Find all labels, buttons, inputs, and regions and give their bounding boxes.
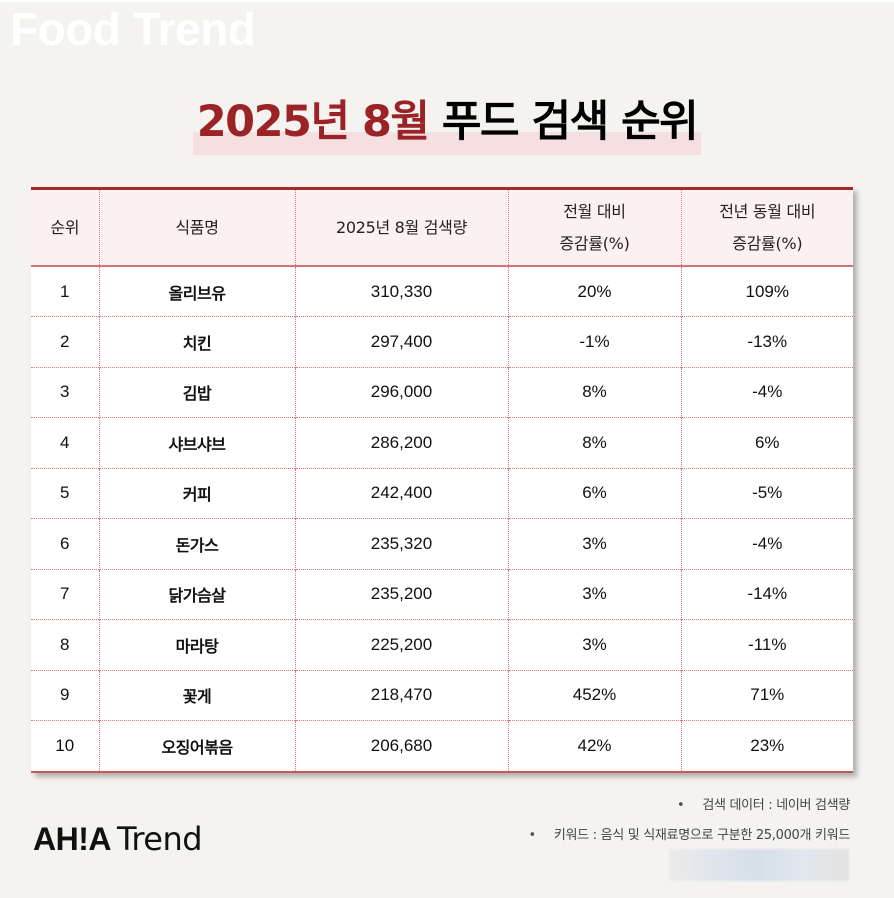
header-search-volume-label: 2025년 8월 검색량 (335, 217, 468, 237)
cell-yoy-change: 23% (680, 720, 853, 771)
cell-rank: 10 (55, 736, 75, 755)
cell-mom-change: 3% (507, 518, 681, 569)
table-header-row: 순위 식품명 2025년 8월 검색량 전월 대비 증감률(%) 전년 동월 대… (31, 190, 853, 266)
cell-rank: 3 (60, 382, 70, 402)
cell-food-name: 커피 (98, 468, 295, 519)
bullet-icon: • (528, 828, 536, 843)
cell-food-name: 돈가스 (98, 518, 295, 569)
top-strip (0, 0, 894, 2)
header-mom-change: 전월 대비 증감률(%) (507, 190, 681, 266)
table-row: 8 마라탕 225,200 3% -11% (31, 619, 853, 670)
title-subject: 푸드 검색 순위 (428, 97, 699, 147)
cell-search-volume: 286,200 (294, 417, 508, 468)
ranking-table-card: 순위 식품명 2025년 8월 검색량 전월 대비 증감률(%) 전년 동월 대… (31, 187, 853, 773)
cell-mom-change: 8% (507, 417, 681, 468)
brand-logo: AH!A Trend (33, 820, 203, 858)
cell-rank: 1 (60, 281, 70, 301)
table-row: 5 커피 242,400 6% -5% (31, 468, 853, 519)
note-keywords: • 키워드 : 음식 및 식재료명으로 구분한 25,000개 키워드 (528, 825, 850, 855)
header-food-name-label: 식품명 (175, 217, 219, 237)
cell-food-name: 마라탕 (98, 619, 295, 670)
blurred-region (669, 849, 849, 881)
header-yoy-line2: 증감률(%) (732, 233, 803, 253)
cell-search-volume: 235,200 (294, 569, 508, 620)
cell-rank: 2 (60, 331, 70, 351)
header-search-volume: 2025년 8월 검색량 (294, 190, 508, 266)
header-mom-line2: 증감률(%) (559, 233, 630, 253)
table-row: 1 올리브유 310,330 20% 109% (31, 266, 853, 317)
cell-rank: 4 (60, 432, 70, 452)
cell-yoy-change: -13% (680, 316, 853, 367)
note-text: 키워드 : 음식 및 식재료명으로 구분한 25,000개 키워드 (553, 828, 850, 843)
table-row: 2 치킨 297,400 -1% -13% (31, 316, 853, 367)
cell-yoy-change: -4% (680, 367, 853, 418)
cell-rank: 7 (60, 584, 70, 604)
note-search-data: • 검색 데이터 : 네이버 검색량 (528, 795, 850, 825)
cell-search-volume: 310,330 (294, 266, 508, 317)
logo-wordmark: Trend (116, 820, 203, 858)
cell-search-volume: 235,320 (294, 518, 508, 569)
cell-yoy-change: -4% (680, 518, 853, 569)
cell-rank: 6 (60, 533, 70, 553)
cell-search-volume: 242,400 (294, 468, 508, 519)
header-mom-line1: 전월 대비 (563, 201, 626, 221)
watermark-text: Food Trend (10, 3, 256, 55)
cell-mom-change: 3% (507, 619, 681, 670)
title-container: 2025년 8월 푸드 검색 순위 (0, 92, 894, 155)
bullet-icon: • (676, 798, 685, 813)
note-text: 검색 데이터 : 네이버 검색량 (702, 798, 850, 813)
table-row: 7 닭가슴살 235,200 3% -14% (31, 569, 853, 620)
logo-mark: AH!A (33, 821, 111, 857)
cell-search-volume: 218,470 (294, 670, 508, 721)
cell-food-name: 치킨 (98, 316, 295, 367)
cell-food-name: 올리브유 (98, 266, 295, 317)
cell-food-name: 김밥 (98, 367, 295, 418)
header-rank: 순위 (31, 190, 99, 266)
source-notes: • 검색 데이터 : 네이버 검색량 • 키워드 : 음식 및 식재료명으로 구분한… (528, 795, 850, 855)
cell-rank: 5 (60, 483, 70, 503)
page-title: 2025년 8월 푸드 검색 순위 (192, 92, 702, 155)
cell-food-name: 오징어볶음 (98, 720, 295, 771)
cell-mom-change: 8% (507, 367, 681, 418)
cell-food-name: 샤브샤브 (98, 417, 295, 468)
table-row: 6 돈가스 235,320 3% -4% (31, 518, 853, 569)
cell-yoy-change: -14% (680, 569, 853, 620)
cell-mom-change: 3% (507, 569, 681, 620)
title-highlight-bar (192, 132, 702, 155)
cell-search-volume: 225,200 (294, 619, 508, 670)
cell-mom-change: 42% (507, 720, 681, 771)
cell-yoy-change: 109% (680, 266, 853, 317)
table-row: 3 김밥 296,000 8% -4% (31, 367, 853, 418)
cell-mom-change: 452% (507, 670, 681, 721)
cell-food-name: 닭가슴살 (98, 569, 295, 620)
cell-food-name: 꽃게 (98, 670, 295, 721)
cell-search-volume: 206,680 (294, 720, 508, 771)
cell-mom-change: 20% (507, 266, 681, 317)
table-row: 9 꽃게 218,470 452% 71% (31, 670, 853, 721)
table-row: 4 샤브샤브 286,200 8% 6% (31, 417, 853, 468)
header-yoy-change: 전년 동월 대비 증감률(%) (680, 190, 853, 266)
cell-yoy-change: -11% (680, 619, 853, 670)
cell-yoy-change: 71% (680, 670, 853, 721)
header-food-name: 식품명 (98, 190, 295, 266)
header-rank-label: 순위 (50, 217, 80, 237)
table-row: 10 오징어볶음 206,680 42% 23% (31, 720, 853, 771)
title-date: 2025년 8월 (196, 97, 430, 147)
ranking-table: 순위 식품명 2025년 8월 검색량 전월 대비 증감률(%) 전년 동월 대… (31, 190, 853, 771)
cell-rank: 8 (60, 634, 70, 654)
cell-search-volume: 297,400 (294, 316, 508, 367)
cell-yoy-change: 6% (680, 417, 853, 468)
cell-rank: 9 (60, 685, 70, 705)
cell-mom-change: -1% (507, 316, 681, 367)
header-yoy-line1: 전년 동월 대비 (719, 201, 816, 221)
cell-yoy-change: -5% (680, 468, 853, 519)
cell-search-volume: 296,000 (294, 367, 508, 418)
cell-mom-change: 6% (507, 468, 681, 519)
